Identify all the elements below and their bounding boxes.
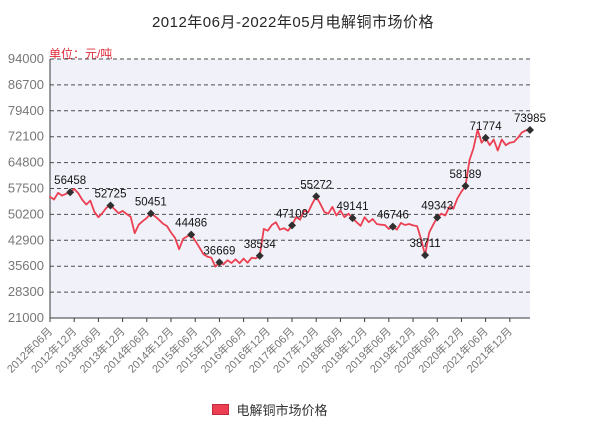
legend: 电解铜市场价格 bbox=[0, 400, 540, 418]
point-marker bbox=[461, 182, 470, 191]
point-marker bbox=[187, 230, 196, 239]
point-marker bbox=[215, 258, 224, 267]
point-marker bbox=[526, 126, 534, 135]
point-label: 73985 bbox=[514, 113, 546, 125]
y-tick-label: 94000 bbox=[8, 51, 44, 66]
y-tick-label: 28300 bbox=[8, 284, 44, 299]
point-label: 36669 bbox=[203, 245, 235, 257]
y-tick-label: 35600 bbox=[8, 258, 44, 273]
unit-label: 单位：元/吨 bbox=[49, 47, 113, 61]
point-marker bbox=[146, 209, 155, 218]
y-tick-label: 64800 bbox=[8, 155, 44, 170]
point-label: 55272 bbox=[300, 179, 332, 191]
y-tick-label: 86700 bbox=[8, 77, 44, 92]
point-marker bbox=[348, 214, 357, 223]
point-label: 56458 bbox=[54, 175, 86, 187]
point-marker bbox=[288, 221, 297, 230]
point-label: 49141 bbox=[337, 201, 369, 213]
point-label: 50451 bbox=[135, 197, 167, 209]
y-tick-label: 50200 bbox=[8, 206, 44, 221]
gridlines bbox=[50, 58, 530, 293]
legend-label: 电解铜市场价格 bbox=[236, 402, 328, 418]
price-chart: 94000 86700 79400 72100 64800 57500 50200 42900… bbox=[4, 51, 546, 376]
point-label: 47109 bbox=[276, 208, 308, 220]
point-label: 46746 bbox=[377, 210, 409, 222]
point-marker bbox=[388, 222, 397, 231]
point-markers bbox=[66, 126, 534, 267]
point-label: 58189 bbox=[449, 169, 481, 181]
y-axis-labels: 94000 86700 79400 72100 64800 57500 50200 42900… bbox=[8, 51, 44, 325]
y-tick-label: 42900 bbox=[8, 232, 44, 247]
point-marker bbox=[421, 251, 430, 260]
point-marker bbox=[66, 188, 75, 197]
y-tick-label: 79400 bbox=[8, 103, 44, 118]
y-tick-label: 21000 bbox=[8, 310, 44, 325]
point-label: 71774 bbox=[470, 121, 503, 133]
y-tick-label: 57500 bbox=[8, 181, 44, 196]
point-marker bbox=[433, 213, 442, 222]
x-axis-labels: 2012年06月2012年12月2013年06月2013年12月2014年06月… bbox=[4, 324, 515, 375]
point-marker bbox=[106, 201, 115, 210]
x-axis-ticks bbox=[49, 318, 511, 322]
point-label: 38711 bbox=[410, 238, 441, 250]
legend-swatch-icon bbox=[212, 403, 230, 415]
point-marker bbox=[312, 192, 321, 201]
point-labels: 56458 52725 50451 44486 36669 38534 47109 55272… bbox=[54, 113, 546, 257]
y-tick-label: 72100 bbox=[8, 129, 44, 144]
point-marker bbox=[481, 133, 490, 142]
point-label: 49343 bbox=[421, 200, 453, 212]
price-line bbox=[49, 128, 531, 268]
point-marker bbox=[255, 251, 264, 260]
point-label: 44486 bbox=[175, 218, 207, 230]
point-label: 52725 bbox=[95, 188, 127, 200]
chart-title: 2012年06月-2022年05月电解铜市场价格 bbox=[151, 14, 435, 31]
point-label: 38534 bbox=[244, 239, 277, 251]
